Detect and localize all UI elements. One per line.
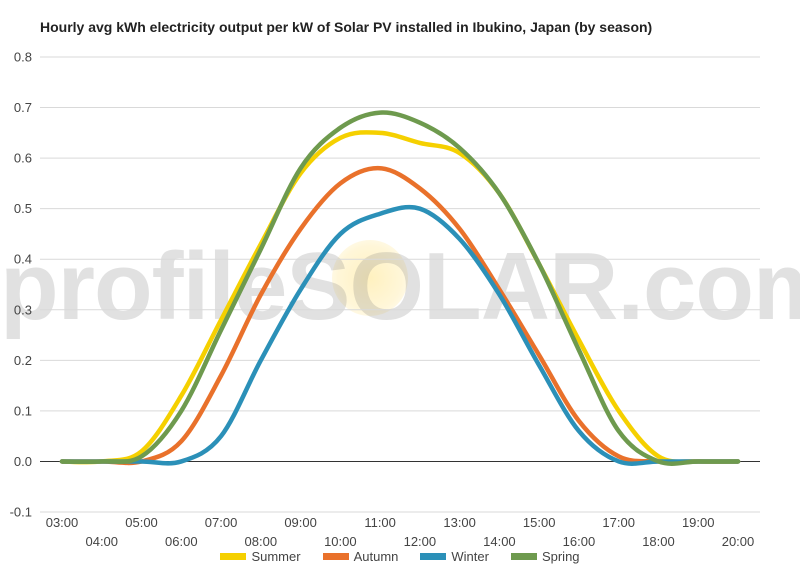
x-tick-label: 14:00 <box>483 534 516 549</box>
y-tick-label: 0.6 <box>14 151 32 166</box>
x-tick-label: 05:00 <box>125 515 158 530</box>
x-tick-label: 08:00 <box>245 534 278 549</box>
y-tick-label: -0.1 <box>10 505 32 520</box>
x-tick-label: 11:00 <box>364 515 396 530</box>
legend-swatch <box>322 553 349 560</box>
legend-label: Autumn <box>353 549 399 564</box>
legend-item-winter[interactable]: Winter <box>420 549 489 564</box>
y-tick-label: 0.7 <box>14 100 32 115</box>
y-tick-label: 0.5 <box>14 201 32 216</box>
x-tick-label: 03:00 <box>46 515 79 530</box>
series-line-autumn <box>59 165 741 466</box>
y-axis: -0.1 0.0 0.1 0.2 0.3 0.4 0.5 0.6 0.7 0.8 <box>10 50 32 520</box>
x-tick-label: 12:00 <box>404 534 437 549</box>
series-line-summer <box>59 130 741 465</box>
legend-swatch <box>510 553 537 560</box>
legend-item-autumn[interactable]: Autumn <box>322 549 399 564</box>
legend: Summer Autumn Winter Spring <box>0 549 800 564</box>
x-tick-label: 16:00 <box>563 534 596 549</box>
series-line-spring <box>59 110 741 466</box>
y-tick-label: 0.1 <box>14 403 32 418</box>
x-tick-label: 04:00 <box>85 534 118 549</box>
legend-item-spring[interactable]: Spring <box>510 549 580 564</box>
x-tick-label: 15:00 <box>523 515 556 530</box>
x-tick-label: 19:00 <box>682 515 715 530</box>
legend-label: Summer <box>251 549 301 564</box>
y-tick-label: 0.3 <box>14 302 32 317</box>
x-tick-label: 13:00 <box>443 515 476 530</box>
chart-title: Hourly avg kWh electricity output per kW… <box>40 19 653 35</box>
x-tick-label: 18:00 <box>642 534 675 549</box>
legend-swatch <box>220 553 247 560</box>
y-tick-label: 0.8 <box>14 50 32 65</box>
series-layer <box>59 110 741 466</box>
legend-swatch <box>420 553 447 560</box>
x-axis: 03:00 04:00 05:00 06:00 07:00 08:00 09:00 10:00… <box>46 515 755 549</box>
legend-item-summer[interactable]: Summer <box>220 549 301 564</box>
x-tick-label: 09:00 <box>284 515 317 530</box>
y-tick-label: 0.0 <box>14 454 32 469</box>
x-tick-label: 07:00 <box>205 515 238 530</box>
y-tick-label: 0.4 <box>14 252 32 267</box>
legend-label: Winter <box>451 549 489 564</box>
series-line-winter <box>59 204 741 466</box>
x-tick-label: 17:00 <box>602 515 635 530</box>
legend-label: Spring <box>541 549 580 564</box>
x-tick-label: 06:00 <box>165 534 198 549</box>
x-tick-label: 10:00 <box>324 534 357 549</box>
grid-layer <box>40 56 760 513</box>
x-tick-label: 20:00 <box>722 534 755 549</box>
y-tick-label: 0.2 <box>14 353 32 368</box>
